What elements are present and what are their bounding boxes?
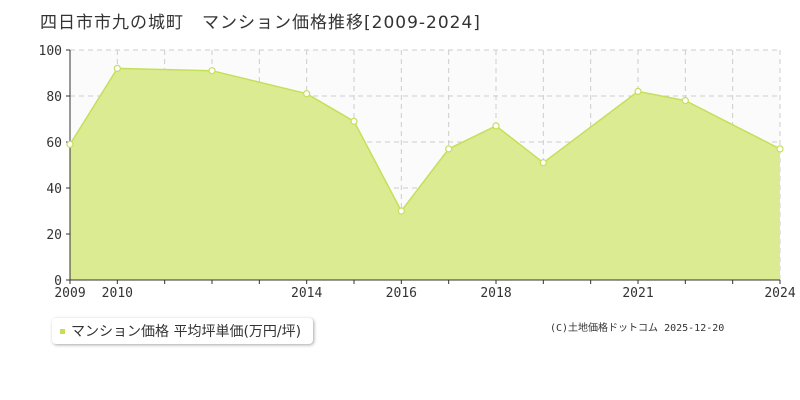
series-line — [69, 67, 781, 213]
data-point — [397, 207, 405, 215]
legend-swatch — [60, 328, 65, 334]
y-tick-label: 100 — [39, 44, 62, 59]
data-point — [492, 122, 500, 130]
legend: マンション価格 平均坪単価(万円/坪) — [52, 318, 314, 344]
x-tick-label: 2018 — [480, 286, 511, 301]
y-tick-label: 20 — [46, 228, 62, 243]
x-tick-label: 2010 — [102, 286, 133, 301]
data-point — [776, 145, 784, 153]
x-tick-label: 2024 — [764, 286, 795, 301]
legend-label: マンション価格 平均坪単価(万円/坪) — [71, 324, 302, 340]
data-point — [634, 87, 642, 96]
data-point — [208, 67, 216, 75]
data-point — [66, 140, 74, 148]
data-point — [445, 145, 453, 153]
x-tick-label: 2009 — [54, 286, 85, 301]
x-tick-label: 2014 — [291, 286, 322, 301]
y-tick-label: 0 — [54, 274, 62, 289]
copyright-notice: (C)土地価格ドットコム 2025-12-20 — [550, 323, 725, 334]
series-area — [70, 68, 780, 281]
y-tick-label: 60 — [46, 136, 62, 151]
chart-title: 四日市市九の城町 マンション価格推移[2009-2024] — [40, 13, 481, 33]
axes — [66, 49, 781, 284]
y-tick-label: 40 — [46, 182, 62, 197]
y-tick-label: 80 — [46, 90, 62, 105]
data-point — [113, 64, 121, 73]
data-point — [681, 96, 689, 105]
data-point — [539, 159, 547, 167]
data-markers — [66, 64, 784, 215]
x-tick-label: 2016 — [386, 286, 417, 301]
tick-labels: 0 20 40 60 80 100 2009 2010 2014 2016 2018 2021 2024 — [39, 44, 796, 301]
data-point — [303, 90, 311, 98]
x-tick-label: 2021 — [622, 286, 653, 301]
data-point — [350, 117, 358, 125]
